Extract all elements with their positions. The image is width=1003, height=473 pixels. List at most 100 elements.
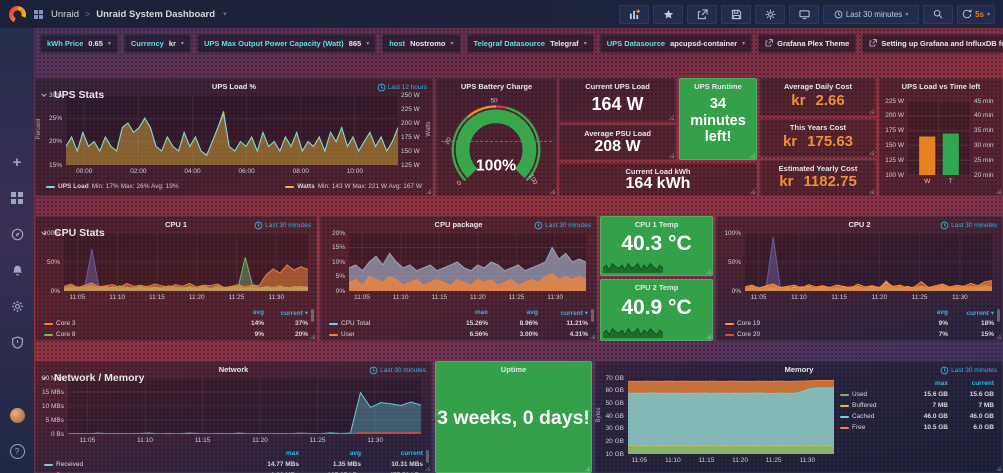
variable-currency[interactable]: Currency kr ▾ <box>123 33 191 53</box>
sidebar-explore-icon[interactable] <box>6 223 28 245</box>
legend-row[interactable]: Core 8 9% 20% <box>36 329 316 340</box>
panel-title[interactable]: CPU 2 <box>848 220 871 229</box>
legend-row[interactable]: CPU Total 15.26% 8.96% 11.21% <box>321 318 596 329</box>
panel-time-range[interactable]: Last 30 minutes <box>940 366 997 375</box>
panel-title[interactable]: UPS Load % <box>211 82 257 91</box>
panel-title[interactable]: Average PSU Load <box>584 129 651 138</box>
panel-resize-handle[interactable] <box>868 149 874 155</box>
sidebar-configuration-icon[interactable] <box>6 295 28 317</box>
panel-time-range[interactable]: Last 30 minutes <box>940 221 997 230</box>
legend-sort-header[interactable]: avg <box>349 450 361 457</box>
graph-plot-area[interactable] <box>64 233 308 291</box>
section-header-ups-stats[interactable]: UPS Stats <box>40 89 104 101</box>
legend-sort-header[interactable]: max <box>934 380 948 387</box>
sidebar-alerting-icon[interactable] <box>6 259 28 281</box>
panel-resize-handle[interactable] <box>749 188 755 194</box>
panel-resize-handle[interactable] <box>309 333 315 339</box>
time-range-picker[interactable]: Last 30 minutes ▾ <box>823 4 920 24</box>
sidebar-server-admin-icon[interactable] <box>6 331 28 353</box>
zoom-out-button[interactable] <box>923 4 954 24</box>
legend-sort-header[interactable]: current ▾ <box>280 309 308 317</box>
breadcrumb-section[interactable]: Unraid <box>51 8 79 20</box>
legend-row[interactable]: Received 14.77 MBs 1.35 MBs 10.31 MBs <box>36 459 431 470</box>
legend-scrollbar[interactable] <box>426 450 429 463</box>
panel-resize-handle[interactable] <box>425 188 431 194</box>
section-header-cpu-stats[interactable]: CPU Stats <box>40 227 105 239</box>
panel-title[interactable]: CPU 1 Temp <box>634 220 679 229</box>
panel-resize-handle[interactable] <box>868 188 874 194</box>
panel-title[interactable]: Uptime <box>500 365 527 374</box>
legend-sort-header[interactable]: max <box>474 309 488 316</box>
chevron-down-icon[interactable]: ▾ <box>223 11 227 18</box>
help-icon[interactable]: ? <box>6 440 28 462</box>
legend-sort-header[interactable]: avg <box>526 309 538 316</box>
panel-title[interactable]: UPS Battery Charge <box>460 82 533 91</box>
panel-time-range[interactable]: Last 30 minutes <box>534 221 591 230</box>
legend-sort-header[interactable]: avg <box>252 309 264 316</box>
graph-plot-area[interactable] <box>628 378 834 454</box>
panel-title[interactable]: CPU 2 Temp <box>634 283 679 292</box>
graph-plot-area[interactable] <box>745 233 992 291</box>
panel-title[interactable]: CPU package <box>434 220 483 229</box>
panel-resize-handle[interactable] <box>705 333 711 339</box>
section-header-network-memory[interactable]: Network / Memory <box>40 372 144 384</box>
panel-resize-handle[interactable] <box>668 114 674 120</box>
star-button[interactable] <box>653 4 684 24</box>
panel-time-range[interactable]: Last 12 hours <box>377 83 427 92</box>
panel-title[interactable]: Current UPS Load <box>585 82 650 91</box>
user-avatar[interactable] <box>6 404 28 426</box>
panel-resize-handle[interactable] <box>995 333 1001 339</box>
legend-sort-header[interactable]: current ▾ <box>966 309 994 317</box>
panel-title[interactable]: UPS Runtime <box>694 82 742 91</box>
legend-sort-header[interactable]: avg <box>936 309 948 316</box>
panel-resize-handle[interactable] <box>668 152 674 158</box>
legend-sort-header[interactable]: current <box>400 450 423 457</box>
panel-title[interactable]: This Years Cost <box>789 123 847 132</box>
panel-resize-handle[interactable] <box>995 188 1001 194</box>
legend-row[interactable]: Core 20 7% 15% <box>717 329 1002 340</box>
legend-row[interactable]: Free 10.5 GB 6.0 GB <box>838 422 996 433</box>
panel-resize-handle[interactable] <box>705 268 711 274</box>
variable-ups-datasource[interactable]: UPS Datasource apcupsd-container ▾ <box>599 33 753 53</box>
panel-title[interactable]: Memory <box>784 365 814 374</box>
graph-plot-area[interactable] <box>68 378 421 434</box>
legend-sort-header[interactable]: current ▾ <box>560 309 588 317</box>
panel-title[interactable]: Estimated Yearly Cost <box>778 164 858 173</box>
grafana-logo-icon[interactable] <box>0 0 34 28</box>
panel-title[interactable]: UPS Load vs Time left <box>901 82 981 91</box>
panel-resize-handle[interactable] <box>589 333 595 339</box>
refresh-button[interactable]: 5s ▾ <box>957 4 995 24</box>
panel-title[interactable]: Network <box>218 365 249 374</box>
panel-resize-handle[interactable] <box>868 108 874 114</box>
legend-scrollbar[interactable] <box>311 309 314 322</box>
add-panel-button[interactable] <box>619 4 650 24</box>
panel-title[interactable]: CPU 1 <box>164 220 188 229</box>
legend-row[interactable]: Core 19 9% 18% <box>717 318 1002 329</box>
legend-sort-header[interactable]: max <box>285 450 299 457</box>
variable-kwh-price[interactable]: kWh Price 0.65 ▾ <box>40 33 118 53</box>
dashboard-link[interactable]: Setting up Grafana and InfluxDB for UPS … <box>862 33 1003 53</box>
bar-plot-area[interactable] <box>908 101 970 175</box>
variable-ups-max-output-power-capacity-watt-[interactable]: UPS Max Output Power Capacity (Watt) 865… <box>196 33 377 53</box>
save-button[interactable] <box>721 4 752 24</box>
panel-title[interactable]: Current Load kWh <box>625 167 691 176</box>
panel-resize-handle[interactable] <box>424 465 430 471</box>
legend-sort-header[interactable]: current <box>971 380 994 387</box>
dashboard-link[interactable]: Grafana Plex Theme <box>758 33 857 53</box>
panel-title[interactable]: Average Daily Cost <box>783 82 853 91</box>
panel-resize-handle[interactable] <box>749 152 755 158</box>
legend-scrollbar[interactable] <box>591 309 594 322</box>
share-button[interactable] <box>687 4 718 24</box>
legend-item[interactable]: UPS Load Min: 17% Max: 26% Avg: 19% <box>46 183 179 190</box>
panel-resize-handle[interactable] <box>549 188 555 194</box>
panel-resize-handle[interactable] <box>995 465 1001 471</box>
graph-plot-area[interactable] <box>349 233 586 291</box>
variable-telegraf-datasource[interactable]: Telegraf Datasource Telegraf ▾ <box>466 33 594 53</box>
dashboard-title[interactable]: Unraid System Dashboard <box>96 8 216 20</box>
panel-time-range[interactable]: Last 30 minutes <box>369 366 426 375</box>
settings-button[interactable] <box>755 4 786 24</box>
graph-plot-area[interactable] <box>66 95 398 165</box>
legend-scrollbar[interactable] <box>997 309 1000 322</box>
cycle-view-button[interactable] <box>789 4 820 24</box>
sidebar-dashboards-icon[interactable] <box>6 187 28 209</box>
